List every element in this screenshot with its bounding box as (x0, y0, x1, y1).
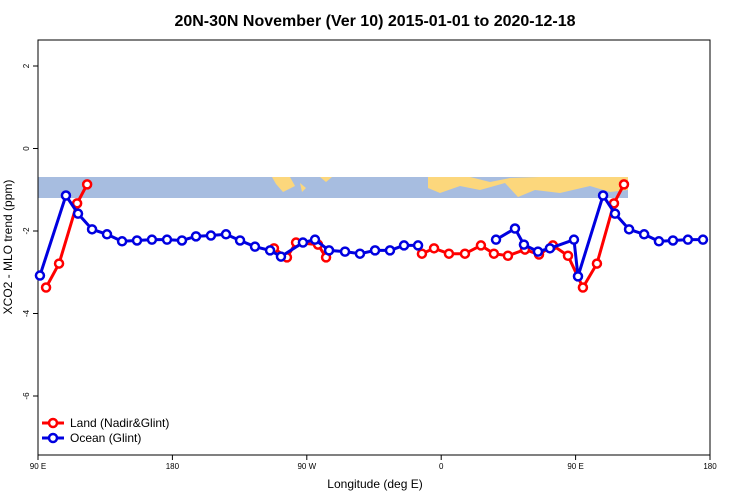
point (443, 248, 455, 259)
point (682, 234, 694, 245)
point (653, 236, 665, 247)
point (412, 240, 424, 251)
map-strip (38, 177, 628, 198)
point (697, 234, 709, 245)
legend-marker (47, 417, 59, 429)
point (384, 245, 396, 256)
point (354, 248, 366, 259)
point (638, 229, 650, 240)
point (509, 223, 521, 234)
y-tick-label: 2 (22, 63, 31, 68)
point (502, 250, 514, 262)
point (309, 234, 321, 245)
point (398, 240, 410, 251)
x-tick-label: 180 (166, 462, 180, 471)
point (34, 270, 46, 281)
point (623, 224, 635, 235)
point (369, 245, 381, 256)
point (190, 231, 202, 242)
point (618, 179, 630, 190)
point (176, 235, 188, 246)
point (459, 248, 471, 259)
point (488, 248, 500, 259)
point (297, 237, 309, 248)
y-tick-label: -4 (22, 309, 31, 317)
point (275, 251, 287, 262)
point (161, 234, 173, 245)
point (597, 190, 609, 201)
point (72, 208, 84, 219)
point (416, 248, 428, 259)
y-axis-label: XCO2 - MLO trend (ppm) (1, 180, 15, 315)
legend-label: Ocean (Glint) (70, 431, 141, 445)
point (572, 271, 584, 282)
point (577, 282, 589, 293)
point (667, 235, 679, 246)
point (40, 282, 52, 293)
x-axis-label: Longitude (deg E) (327, 477, 422, 491)
legend-marker (47, 432, 59, 444)
y-tick-label: 0 (22, 146, 31, 151)
legend-label: Land (Nadir&Glint) (70, 416, 169, 430)
y-tick-label: -2 (22, 227, 31, 235)
point (71, 198, 83, 209)
point (264, 245, 276, 256)
point (428, 243, 440, 254)
point (544, 243, 556, 254)
x-tick-label: 0 (439, 462, 444, 471)
point (568, 234, 580, 245)
point (131, 235, 143, 246)
point (532, 246, 544, 257)
point (86, 224, 98, 235)
point (116, 236, 128, 247)
point (205, 230, 217, 241)
point (60, 190, 72, 201)
point (475, 240, 487, 251)
chart-title: 20N-30N November (Ver 10) 2015-01-01 to … (174, 13, 575, 30)
point (562, 250, 574, 262)
point (234, 235, 246, 246)
point (101, 229, 113, 240)
point (518, 239, 530, 250)
x-tick-label: 180 (703, 462, 717, 471)
point (339, 246, 351, 257)
point (249, 241, 261, 252)
point (146, 234, 158, 245)
point (591, 258, 603, 269)
x-tick-label: 90 W (297, 462, 316, 471)
x-tick-label: 90 E (30, 462, 46, 471)
series-line (44, 183, 626, 291)
y-tick-label: -6 (22, 392, 31, 400)
point (323, 245, 335, 256)
point (609, 208, 621, 219)
point (81, 179, 93, 190)
point (490, 234, 502, 245)
plot-frame (37, 39, 711, 456)
x-tick-label: 90 E (567, 462, 583, 471)
point (53, 258, 65, 269)
point (220, 229, 232, 240)
